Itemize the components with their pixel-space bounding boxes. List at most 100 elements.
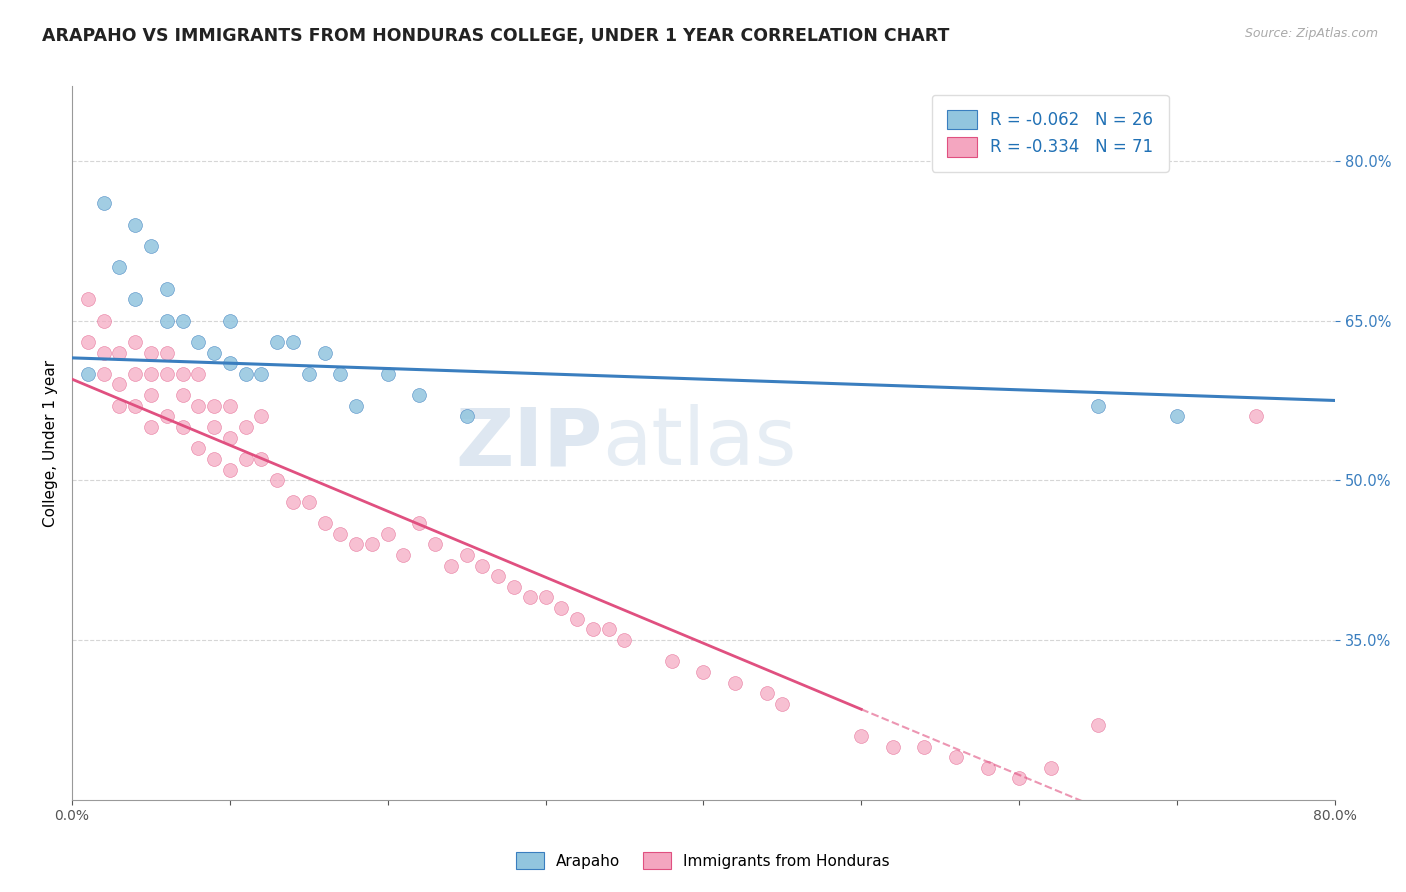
Point: [124, 367, 146, 381]
Point: [770, 697, 793, 711]
Point: [235, 452, 257, 467]
Point: [93, 345, 115, 359]
Point: [377, 367, 399, 381]
Point: [124, 334, 146, 349]
Point: [976, 761, 998, 775]
Point: [565, 612, 588, 626]
Point: [1039, 761, 1062, 775]
Point: [755, 686, 778, 700]
Point: [202, 452, 225, 467]
Point: [139, 388, 162, 402]
Point: [534, 591, 557, 605]
Point: [187, 399, 209, 413]
Point: [218, 463, 240, 477]
Point: [76, 334, 98, 349]
Text: ARAPAHO VS IMMIGRANTS FROM HONDURAS COLLEGE, UNDER 1 YEAR CORRELATION CHART: ARAPAHO VS IMMIGRANTS FROM HONDURAS COLL…: [42, 27, 949, 45]
Point: [202, 399, 225, 413]
Point: [124, 399, 146, 413]
Point: [156, 282, 179, 296]
Point: [93, 367, 115, 381]
Point: [692, 665, 714, 679]
Point: [108, 399, 131, 413]
Point: [456, 409, 478, 424]
Point: [582, 623, 605, 637]
Point: [266, 473, 288, 487]
Point: [124, 218, 146, 232]
Point: [156, 313, 179, 327]
Point: [172, 367, 194, 381]
Point: [218, 399, 240, 413]
Point: [172, 313, 194, 327]
Point: [882, 739, 904, 754]
Point: [724, 675, 747, 690]
Point: [250, 409, 273, 424]
Point: [423, 537, 446, 551]
Point: [329, 367, 352, 381]
Point: [440, 558, 463, 573]
Point: [503, 580, 526, 594]
Point: [266, 334, 288, 349]
Point: [124, 293, 146, 307]
Legend: R = -0.062   N = 26, R = -0.334   N = 71: R = -0.062 N = 26, R = -0.334 N = 71: [932, 95, 1168, 171]
Point: [218, 313, 240, 327]
Point: [218, 356, 240, 370]
Point: [298, 367, 321, 381]
Point: [108, 345, 131, 359]
Point: [1166, 409, 1188, 424]
Point: [156, 367, 179, 381]
Point: [235, 420, 257, 434]
Text: atlas: atlas: [602, 404, 797, 482]
Point: [851, 729, 873, 743]
Point: [598, 623, 620, 637]
Point: [187, 334, 209, 349]
Point: [281, 334, 304, 349]
Point: [344, 537, 367, 551]
Point: [156, 409, 179, 424]
Text: ZIP: ZIP: [456, 404, 602, 482]
Point: [1008, 772, 1031, 786]
Legend: Arapaho, Immigrants from Honduras: Arapaho, Immigrants from Honduras: [510, 846, 896, 875]
Point: [218, 431, 240, 445]
Point: [139, 239, 162, 253]
Point: [250, 367, 273, 381]
Point: [550, 601, 572, 615]
Point: [172, 388, 194, 402]
Point: [187, 367, 209, 381]
Point: [76, 367, 98, 381]
Point: [172, 420, 194, 434]
Point: [661, 654, 683, 668]
Point: [314, 345, 336, 359]
Point: [187, 442, 209, 456]
Point: [93, 313, 115, 327]
Point: [1244, 409, 1267, 424]
Point: [298, 494, 321, 508]
Point: [1087, 718, 1109, 732]
Point: [314, 516, 336, 530]
Y-axis label: College, Under 1 year: College, Under 1 year: [44, 359, 58, 526]
Point: [76, 293, 98, 307]
Point: [344, 399, 367, 413]
Point: [456, 548, 478, 562]
Point: [377, 526, 399, 541]
Point: [108, 377, 131, 392]
Point: [139, 420, 162, 434]
Point: [912, 739, 935, 754]
Point: [156, 345, 179, 359]
Point: [361, 537, 384, 551]
Point: [519, 591, 541, 605]
Point: [945, 750, 967, 764]
Point: [202, 420, 225, 434]
Point: [202, 345, 225, 359]
Point: [235, 367, 257, 381]
Point: [93, 196, 115, 211]
Point: [250, 452, 273, 467]
Point: [613, 633, 636, 648]
Point: [408, 388, 430, 402]
Point: [139, 345, 162, 359]
Point: [329, 526, 352, 541]
Point: [471, 558, 494, 573]
Point: [1087, 399, 1109, 413]
Point: [392, 548, 415, 562]
Point: [408, 516, 430, 530]
Point: [108, 260, 131, 275]
